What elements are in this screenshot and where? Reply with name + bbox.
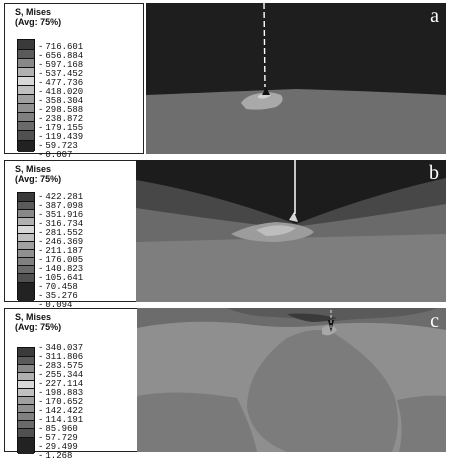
panel-b: S, Mises (Avg: 75%) 422.281 387.098 351.… xyxy=(0,157,449,310)
legend-value: 29.499 xyxy=(38,443,77,452)
legend-c: S, Mises (Avg: 75%) 340.037 311.806 283.… xyxy=(4,308,144,461)
legend-value: 142.422 xyxy=(38,407,83,416)
legend-value: 283.575 xyxy=(38,362,83,371)
contour-plot-c xyxy=(137,308,446,452)
legend-title-a: S, Mises (Avg: 75%) xyxy=(15,7,62,27)
legend-value: 179.155 xyxy=(38,124,83,133)
legend-colorbar-b xyxy=(17,192,35,301)
panel-label-b: b xyxy=(429,162,439,184)
legend-a: S, Mises (Avg: 75%) 716.601 656.884 597.… xyxy=(4,3,144,160)
legend-title-b: S, Mises (Avg: 75%) xyxy=(15,164,62,184)
legend-value: 358.304 xyxy=(38,97,83,106)
legend-value: 227.114 xyxy=(38,380,83,389)
legend-value: 351.916 xyxy=(38,211,83,220)
panel-a: S, Mises (Avg: 75%) 716.601 656.884 597.… xyxy=(0,0,449,160)
legend-value: 281.552 xyxy=(38,229,83,238)
legend-value: 418.020 xyxy=(38,88,83,97)
legend-value: 105.641 xyxy=(38,274,83,283)
panel-c: S, Mises (Avg: 75%) 340.037 311.806 283.… xyxy=(0,305,449,461)
legend-value: 387.098 xyxy=(38,202,83,211)
legend-title-c: S, Mises (Avg: 75%) xyxy=(15,312,62,332)
legend-value: 119.439 xyxy=(38,133,83,142)
legend-value: 35.276 xyxy=(38,292,77,301)
legend-value: 114.191 xyxy=(38,416,83,425)
legend-value: 59.723 xyxy=(38,142,77,151)
legend-value: 1.268 xyxy=(38,452,72,461)
legend-colorbar-c xyxy=(17,347,35,454)
legend-value: 211.187 xyxy=(38,247,83,256)
legend-value: 140.823 xyxy=(38,265,83,274)
legend-b: S, Mises (Avg: 75%) 422.281 387.098 351.… xyxy=(4,160,144,310)
legend-value: 170.652 xyxy=(38,398,83,407)
legend-value: 340.037 xyxy=(38,344,83,353)
legend-value: 537.452 xyxy=(38,70,83,79)
legend-value: 316.734 xyxy=(38,220,83,229)
legend-value: 0.094 xyxy=(38,301,72,310)
legend-value: 0.007 xyxy=(38,151,72,160)
legend-value: 57.729 xyxy=(38,434,77,443)
legend-value: 311.806 xyxy=(38,353,83,362)
legend-colorbar-a xyxy=(17,39,35,152)
contour-plot-a xyxy=(146,3,446,154)
legend-value: 246.369 xyxy=(38,238,83,247)
contour-plot-b xyxy=(136,160,446,302)
legend-value: 70.458 xyxy=(38,283,77,292)
legend-value: 255.344 xyxy=(38,371,83,380)
legend-value: 298.588 xyxy=(38,106,83,115)
legend-value: 716.601 xyxy=(38,43,83,52)
legend-value: 176.005 xyxy=(38,256,83,265)
legend-value: 198.883 xyxy=(38,389,83,398)
legend-value: 238.872 xyxy=(38,115,83,124)
legend-value: 422.281 xyxy=(38,193,83,202)
panel-label-a: a xyxy=(430,5,439,27)
legend-value: 85.960 xyxy=(38,425,77,434)
legend-value: 477.736 xyxy=(38,79,83,88)
panel-label-c: c xyxy=(430,310,439,332)
legend-value: 656.884 xyxy=(38,52,83,61)
legend-value: 597.168 xyxy=(38,61,83,70)
